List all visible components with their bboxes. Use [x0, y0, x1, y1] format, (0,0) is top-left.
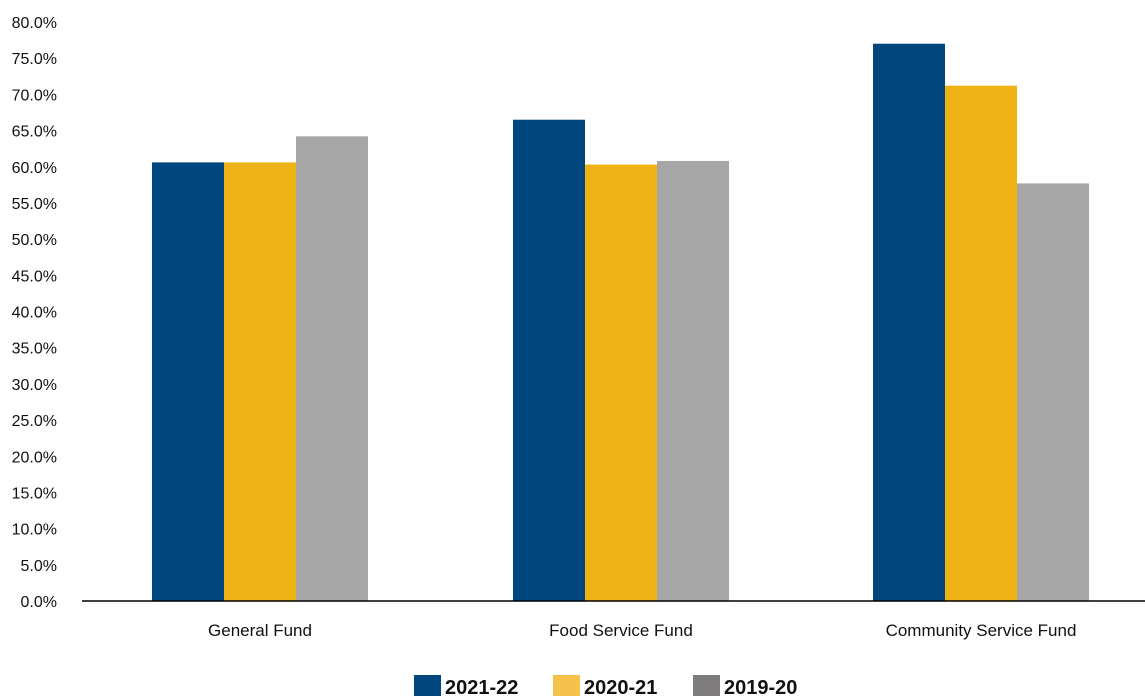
- bar-2020-21-general-fund: [224, 162, 296, 601]
- legend-swatch-2019-20: [693, 675, 720, 696]
- legend-swatch-2020-21: [553, 675, 580, 696]
- y-tick-label: 25.0%: [12, 413, 57, 430]
- x-category-label: Food Service Fund: [549, 621, 693, 640]
- y-tick-label: 50.0%: [12, 232, 57, 249]
- bar-2019-20-food-service-fund: [657, 160, 729, 601]
- y-tick-label: 5.0%: [21, 558, 57, 575]
- bar-2019-20-community-service-fund: [1017, 183, 1089, 602]
- bar-2020-21-food-service-fund: [585, 164, 657, 602]
- y-tick-label: 75.0%: [12, 51, 57, 68]
- y-axis-ticks: 0.0% 5.0% 10.0% 15.0% 20.0% 25.0% 30.0% 35.0% 40…: [12, 15, 57, 611]
- y-tick-label: 0.0%: [21, 594, 57, 611]
- y-tick-label: 60.0%: [12, 160, 57, 177]
- y-tick-label: 15.0%: [12, 485, 57, 502]
- y-tick-label: 35.0%: [12, 341, 57, 358]
- x-category-label: Community Service Fund: [886, 621, 1077, 640]
- y-tick-label: 65.0%: [12, 124, 57, 141]
- y-tick-label: 55.0%: [12, 196, 57, 213]
- legend-label-2020-21: 2020-21: [584, 677, 657, 696]
- y-tick-label: 20.0%: [12, 449, 57, 466]
- y-tick-label: 30.0%: [12, 377, 57, 394]
- y-tick-label: 80.0%: [12, 15, 57, 32]
- legend-label-2021-22: 2021-22: [445, 677, 518, 696]
- legend: 2021-22 2020-21 2019-20: [414, 675, 797, 696]
- bar-2021-22-general-fund: [152, 162, 224, 601]
- y-tick-label: 10.0%: [12, 522, 57, 539]
- y-tick-label: 45.0%: [12, 268, 57, 285]
- bar-2019-20-general-fund: [296, 136, 368, 602]
- x-category-label: General Fund: [208, 621, 312, 640]
- legend-swatch-2021-22: [414, 675, 441, 696]
- bars: [152, 43, 1089, 602]
- bar-2020-21-community-service-fund: [945, 85, 1017, 601]
- y-tick-label: 40.0%: [12, 305, 57, 322]
- x-axis-categories: General Fund Food Service Fund Community S…: [208, 621, 1076, 640]
- bar-2021-22-food-service-fund: [513, 119, 585, 602]
- y-tick-label: 70.0%: [12, 87, 57, 104]
- legend-label-2019-20: 2019-20: [724, 677, 797, 696]
- bar-2021-22-community-service-fund: [873, 43, 945, 601]
